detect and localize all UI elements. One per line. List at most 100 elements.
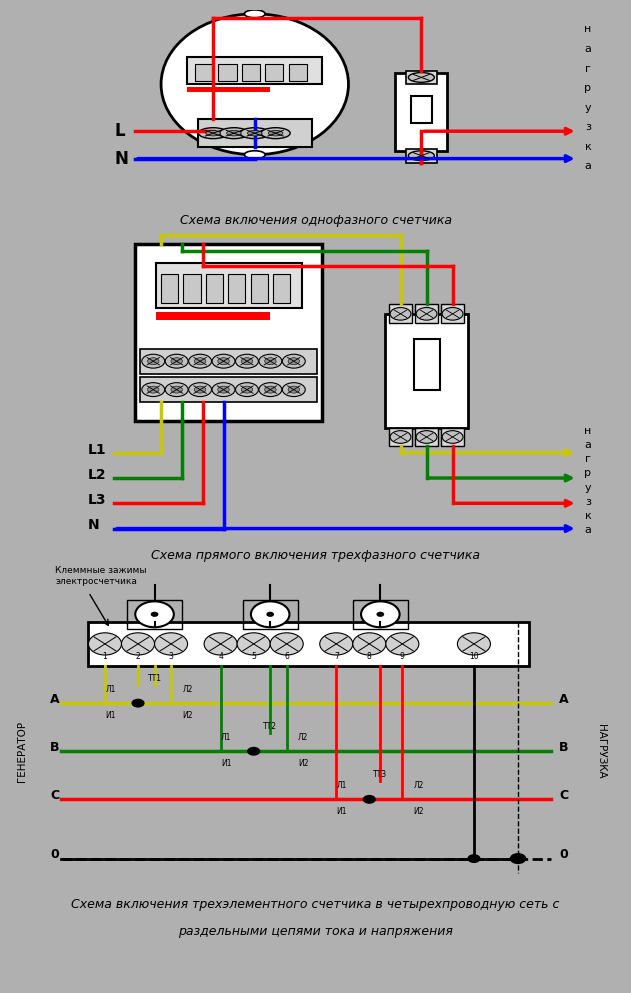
Text: у: у [585,102,591,113]
Bar [441,304,464,324]
Bar [385,314,468,428]
Text: г: г [585,454,591,464]
Bar [156,263,302,308]
Text: N: N [88,518,100,532]
Text: к: к [584,142,591,152]
Circle shape [244,10,265,18]
Text: 10: 10 [469,652,479,661]
Text: 1: 1 [103,652,107,661]
Bar [242,64,260,81]
Circle shape [199,128,228,139]
Bar [413,339,440,389]
Circle shape [241,386,252,393]
Circle shape [206,130,220,136]
Text: L1: L1 [88,443,107,457]
Circle shape [361,602,399,628]
Circle shape [148,386,159,393]
Circle shape [442,431,463,443]
Circle shape [204,633,237,655]
Circle shape [264,357,276,364]
Bar [415,428,438,447]
Bar [288,64,307,81]
Circle shape [416,308,437,320]
Text: 4: 4 [218,652,223,661]
Text: а: а [584,44,591,54]
Bar [415,304,438,324]
Circle shape [227,130,241,136]
Text: з: з [585,496,591,506]
Bar [265,64,283,81]
Bar [206,274,223,303]
Circle shape [240,128,269,139]
Circle shape [220,128,249,139]
Text: И1: И1 [105,711,115,720]
Circle shape [212,355,235,368]
Text: В: В [559,741,569,754]
Circle shape [135,602,174,628]
Text: И1: И1 [221,759,232,768]
Circle shape [142,355,165,368]
Bar [195,64,213,81]
Circle shape [442,308,463,320]
Text: ТТ1: ТТ1 [148,674,162,683]
Circle shape [189,382,211,396]
Bar [406,149,437,163]
Bar [396,72,447,151]
Text: р: р [584,83,591,93]
Text: А: А [559,693,569,706]
Bar [187,87,271,92]
Text: 6: 6 [285,652,289,661]
Text: Клеммные зажимы
электросчетчика: Клеммные зажимы электросчетчика [56,566,147,586]
Bar [389,428,412,447]
Circle shape [131,699,144,708]
Text: у: у [585,483,591,493]
Circle shape [251,602,290,628]
Text: г: г [585,64,591,73]
Text: 0: 0 [559,848,568,861]
Circle shape [259,382,282,396]
Circle shape [288,357,300,364]
Circle shape [155,633,187,655]
Circle shape [390,308,411,320]
Text: L3: L3 [88,494,107,507]
Text: 5: 5 [251,652,256,661]
Text: С: С [50,789,59,802]
Bar [135,244,322,421]
Bar [218,64,237,81]
Bar [273,274,290,303]
Circle shape [237,633,270,655]
Circle shape [171,386,182,393]
Ellipse shape [161,14,348,155]
Text: 9: 9 [400,652,404,661]
Bar [156,312,271,320]
Circle shape [408,72,434,82]
Circle shape [386,633,419,655]
Text: з: з [585,122,591,132]
Circle shape [261,128,290,139]
Circle shape [194,357,206,364]
Text: L2: L2 [88,468,107,482]
Bar [161,274,178,303]
Circle shape [235,382,259,396]
Circle shape [268,130,283,136]
Circle shape [247,747,260,756]
Circle shape [390,431,411,443]
Text: раздельными цепями тока и напряжения: раздельными цепями тока и напряжения [178,924,453,938]
Circle shape [88,633,122,655]
Circle shape [235,355,259,368]
Circle shape [218,357,229,364]
Circle shape [171,357,182,364]
Text: Л1: Л1 [336,781,347,790]
Text: Схема включения однофазного счетчика: Схема включения однофазного счетчика [179,213,452,227]
Circle shape [142,382,165,396]
Text: А: А [50,693,59,706]
Text: н: н [584,25,591,35]
Circle shape [266,612,274,617]
Text: а: а [584,440,591,450]
Text: 7: 7 [334,652,339,661]
Text: И2: И2 [298,759,309,768]
Text: Л1: Л1 [221,733,232,742]
Text: 8: 8 [367,652,372,661]
Text: к: к [584,511,591,521]
Circle shape [241,357,252,364]
